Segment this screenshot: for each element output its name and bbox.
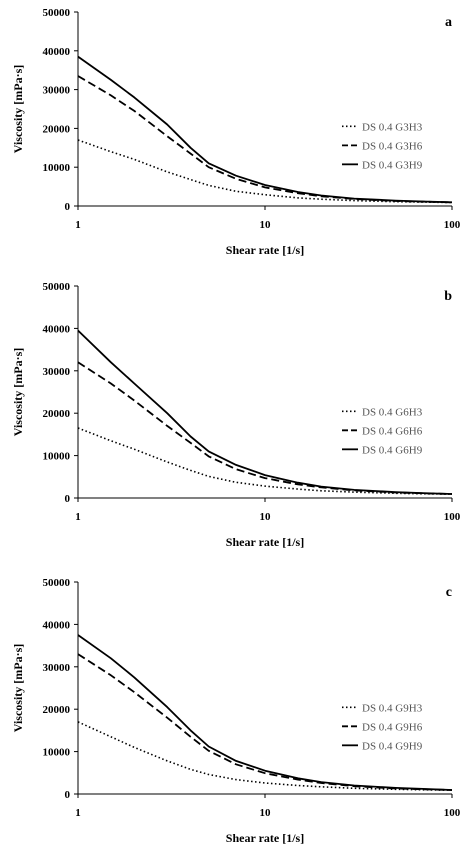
y-axis-label: Viscosity [mPa·s]: [11, 644, 25, 733]
x-axis-label: Shear rate [1/s]: [226, 535, 304, 549]
series-line-dashed: [77, 75, 453, 204]
series-line-solid: [77, 329, 453, 495]
y-tick-label: 50000: [43, 281, 71, 293]
y-tick-label: 20000: [43, 123, 71, 135]
y-axis-label: Viscosity [mPa·s]: [11, 348, 25, 437]
y-tick-label: 50000: [43, 7, 71, 19]
y-tick-label: 0: [65, 789, 71, 801]
legend-entry: DS 0.4 G3H3: [362, 121, 423, 133]
x-tick-label: 1: [75, 511, 81, 523]
y-tick-label: 30000: [43, 85, 71, 97]
y-tick-label: 30000: [43, 366, 71, 378]
legend-entry: DS 0.4 G9H6: [362, 721, 423, 733]
x-tick-label: 100: [444, 807, 461, 819]
y-tick-label: 40000: [43, 619, 71, 631]
x-tick-label: 10: [260, 511, 272, 523]
x-tick-label: 10: [260, 807, 272, 819]
y-tick-label: 40000: [43, 323, 71, 335]
series-line-solid: [77, 55, 453, 204]
panel-label: b: [444, 289, 452, 304]
legend-entry: DS 0.4 G6H9: [362, 444, 423, 456]
y-tick-label: 20000: [43, 408, 71, 420]
legend-entry: DS 0.4 G9H9: [362, 740, 423, 752]
legend-entry: DS 0.4 G9H3: [362, 702, 423, 714]
x-tick-label: 100: [444, 511, 461, 523]
series-line-dashed: [77, 361, 453, 495]
x-tick-label: 10: [260, 219, 272, 231]
y-tick-label: 0: [65, 493, 71, 505]
legend-entry: DS 0.4 G3H9: [362, 159, 423, 171]
series-line-solid: [77, 634, 453, 791]
y-axis-label: Viscosity [mPa·s]: [11, 65, 25, 154]
y-tick-label: 0: [65, 201, 71, 213]
x-tick-label: 1: [75, 807, 81, 819]
legend-entry: DS 0.4 G6H6: [362, 425, 423, 437]
panel-label: a: [445, 15, 452, 30]
series-line-dotted: [77, 427, 453, 495]
y-tick-label: 10000: [43, 747, 71, 759]
x-axis-label: Shear rate [1/s]: [226, 243, 304, 257]
x-tick-label: 1: [75, 219, 81, 231]
x-tick-label: 100: [444, 219, 461, 231]
y-tick-label: 10000: [43, 451, 71, 463]
y-tick-label: 10000: [43, 162, 71, 174]
legend-entry: DS 0.4 G3H6: [362, 140, 423, 152]
x-axis-label: Shear rate [1/s]: [226, 831, 304, 845]
legend-entry: DS 0.4 G6H3: [362, 406, 423, 418]
y-tick-label: 50000: [43, 577, 71, 589]
y-tick-label: 20000: [43, 704, 71, 716]
y-tick-label: 30000: [43, 662, 71, 674]
panel-label: c: [446, 585, 452, 600]
y-tick-label: 40000: [43, 46, 71, 58]
series-line-dotted: [77, 139, 453, 204]
